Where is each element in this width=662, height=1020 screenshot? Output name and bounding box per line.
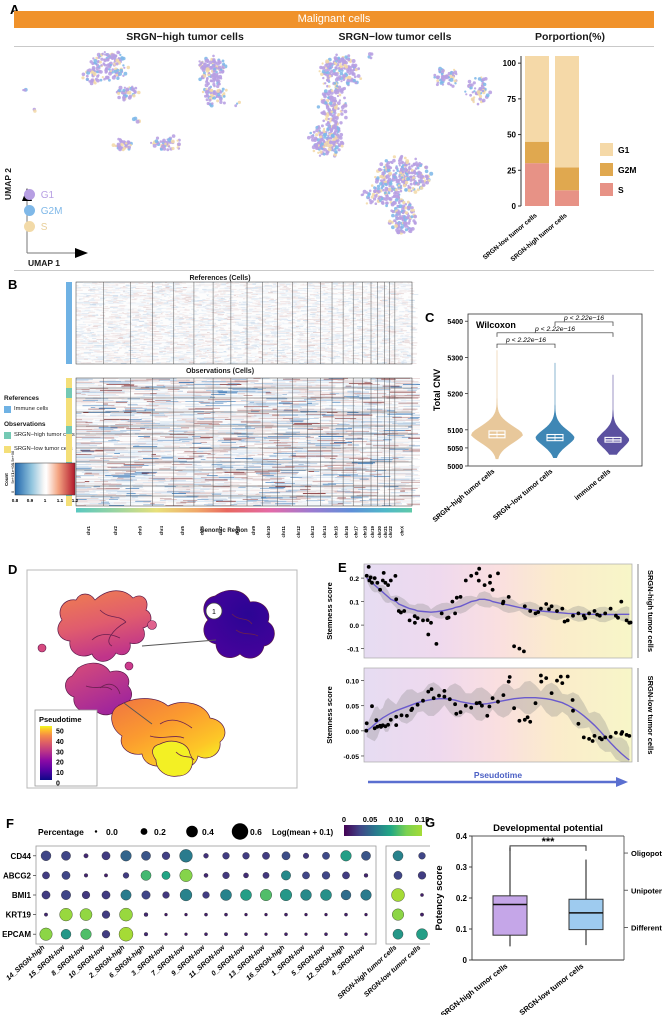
umap-srgn-high xyxy=(22,51,241,152)
svg-text:0: 0 xyxy=(512,202,517,211)
svg-text:G2M: G2M xyxy=(618,165,636,175)
svg-text:SRGN-low tumor cells: SRGN-low tumor cells xyxy=(482,212,539,261)
umap-scatter-plots: 0 25 50 75 100 SRGN-low tumor cellsSRGN-high … xyxy=(0,48,662,270)
divider-top xyxy=(14,46,654,47)
malignant-cells-banner: Malignant cells xyxy=(14,11,654,28)
svg-text:SRGN-high tumor cells: SRGN-high tumor cells xyxy=(510,212,569,263)
legend-swatch-g1 xyxy=(24,189,35,200)
legend-s: S xyxy=(24,221,47,233)
column-header-srgn-low: SRGN−low tumor cells xyxy=(300,31,490,43)
proportion-bar-chart: 0 25 50 75 100 SRGN-low tumor cellsSRGN-high … xyxy=(482,56,637,263)
svg-text:G1: G1 xyxy=(618,145,630,155)
umap-y-axis-label: UMAP 2 xyxy=(3,168,13,200)
panel-c-letter: C xyxy=(425,310,434,325)
heatmap-observations xyxy=(66,378,420,506)
legend-label-s: S xyxy=(41,222,48,233)
panel-g-letter: G xyxy=(425,815,435,830)
legend-swatch-s xyxy=(24,221,35,232)
legend-g2m: G2M xyxy=(24,205,62,217)
svg-text:25: 25 xyxy=(507,166,516,175)
svg-text:75: 75 xyxy=(507,95,516,104)
legend-label-g2m: G2M xyxy=(41,206,63,217)
column-header-proportion: Porportion(%) xyxy=(500,31,640,43)
svg-text:100: 100 xyxy=(503,59,517,68)
divider-bottom xyxy=(14,270,654,271)
umap-x-axis-label: UMAP 1 xyxy=(28,258,60,268)
panel-b-x-axis-label: Genomic Region xyxy=(200,528,248,534)
svg-text:50: 50 xyxy=(507,131,516,140)
panel-f-letter: F xyxy=(6,816,14,831)
heatmap-references xyxy=(66,282,418,364)
column-header-srgn-high: SRGN−high tumor cells xyxy=(70,31,300,43)
panel-b: B References (Cells) Observations (Cells… xyxy=(0,274,420,544)
umap-srgn-low xyxy=(307,52,492,235)
chromosome-colorbar xyxy=(76,508,412,513)
panel-f-dotplot: CD44ABCG2BMI1KRT19EPCAM14_SRGN-high15_SR… xyxy=(0,802,430,1015)
legend-label-g1: G1 xyxy=(41,190,54,201)
panel-e-letter: E xyxy=(338,560,347,575)
svg-text:S: S xyxy=(618,185,624,195)
legend-swatch-g2m xyxy=(24,205,35,216)
legend-g1: G1 xyxy=(24,189,54,201)
panel-a: A Malignant cells SRGN−high tumor cells … xyxy=(0,0,662,272)
panel-d-letter: D xyxy=(8,562,17,577)
